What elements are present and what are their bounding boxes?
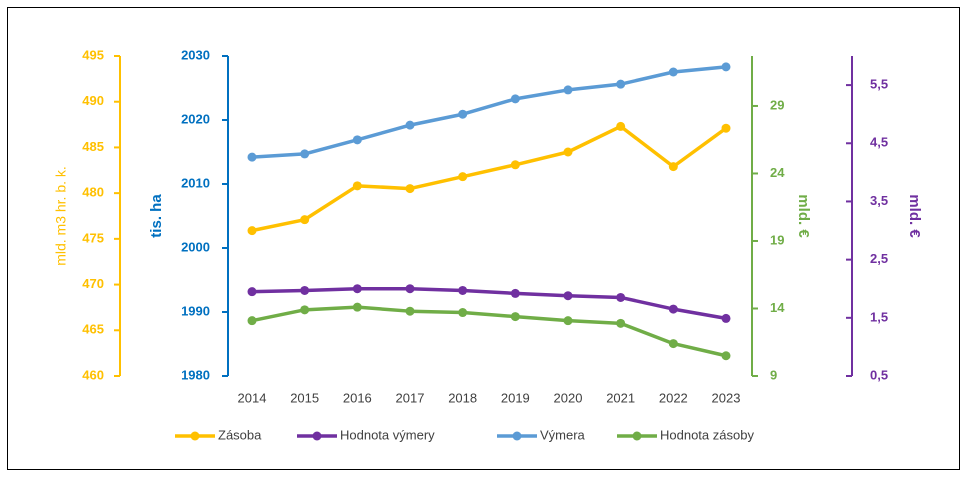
- data-point: [352, 302, 362, 312]
- y-tick-label: 495: [82, 47, 104, 62]
- y-tick-label: 1,5: [870, 309, 888, 324]
- data-point: [405, 306, 415, 316]
- data-point: [247, 226, 257, 236]
- x-tick-label: 2017: [396, 390, 425, 405]
- y-tick-label: 2000: [181, 239, 210, 254]
- data-point: [405, 184, 415, 194]
- y-tick-label: 3,5: [870, 193, 888, 208]
- y-tick-label: 460: [82, 367, 104, 382]
- y-tick-label: 470: [82, 276, 104, 291]
- x-tick-label: 2020: [554, 390, 583, 405]
- axis-title: mld. €: [795, 194, 812, 238]
- legend-marker: [632, 431, 642, 441]
- data-point: [458, 109, 468, 119]
- data-point: [510, 312, 520, 322]
- data-point: [300, 215, 310, 225]
- data-point: [668, 339, 678, 349]
- x-tick-label: 2018: [448, 390, 477, 405]
- data-point: [721, 62, 731, 72]
- legend-label: Hodnota výmery: [340, 427, 435, 442]
- data-point: [458, 172, 468, 182]
- chart-border: [7, 7, 960, 470]
- data-point: [510, 94, 520, 104]
- series-line: [251, 305, 727, 358]
- axis-title: mld. €: [906, 194, 923, 238]
- x-tick-label: 2022: [659, 390, 688, 405]
- legend-label: Výmera: [540, 427, 586, 442]
- data-point: [668, 67, 678, 77]
- data-point: [563, 316, 573, 326]
- data-point: [510, 288, 520, 298]
- data-point: [721, 313, 731, 323]
- data-point: [563, 291, 573, 301]
- x-tick-label: 2019: [501, 390, 530, 405]
- series-line: [251, 286, 727, 321]
- data-point: [405, 120, 415, 130]
- y-tick-label: 2020: [181, 111, 210, 126]
- y-tick-label: 0,5: [870, 367, 888, 382]
- y-tick-label: 24: [770, 165, 785, 180]
- data-point: [616, 292, 626, 302]
- data-point: [616, 79, 626, 89]
- y-tick-label: 485: [82, 139, 104, 154]
- data-point: [563, 85, 573, 95]
- y-tick-label: 1990: [181, 303, 210, 318]
- data-point: [352, 135, 362, 145]
- y-tick-label: 465: [82, 322, 104, 337]
- legend-marker: [312, 431, 322, 441]
- data-point: [247, 287, 257, 297]
- data-point: [510, 160, 520, 170]
- legend-label: Zásoba: [218, 427, 262, 442]
- data-point: [352, 181, 362, 191]
- y-tick-label: 2,5: [870, 251, 888, 266]
- series-line: [251, 65, 727, 159]
- x-tick-label: 2016: [343, 390, 372, 405]
- data-point: [668, 304, 678, 314]
- axis-title: tis. ha: [148, 194, 165, 238]
- y-tick-label: 490: [82, 93, 104, 108]
- y-tick-label: 29: [770, 97, 784, 112]
- x-tick-label: 2014: [238, 390, 267, 405]
- y-tick-label: 1980: [181, 367, 210, 382]
- legend-label: Hodnota zásoby: [660, 427, 754, 442]
- y-tick-label: 9: [770, 367, 777, 382]
- data-point: [352, 284, 362, 294]
- y-tick-label: 2010: [181, 175, 210, 190]
- y-tick-label: 14: [770, 300, 785, 315]
- data-point: [300, 149, 310, 159]
- axis-title: mld. m3 hr. b. k.: [53, 166, 69, 266]
- data-point: [616, 121, 626, 131]
- x-tick-label: 2021: [606, 390, 635, 405]
- x-tick-label: 2023: [712, 390, 741, 405]
- data-point: [458, 285, 468, 295]
- y-tick-label: 19: [770, 232, 784, 247]
- legend-marker: [190, 431, 200, 441]
- y-tick-label: 4,5: [870, 135, 888, 150]
- data-point: [721, 123, 731, 133]
- legend-marker: [512, 431, 522, 441]
- data-point: [458, 308, 468, 318]
- data-point: [405, 284, 415, 294]
- data-point: [300, 285, 310, 295]
- data-point: [668, 162, 678, 172]
- data-point: [721, 351, 731, 361]
- data-point: [247, 316, 257, 326]
- y-tick-label: 480: [82, 185, 104, 200]
- data-point: [247, 152, 257, 162]
- data-point: [563, 147, 573, 157]
- x-tick-label: 2015: [290, 390, 319, 405]
- data-point: [616, 318, 626, 328]
- data-point: [300, 305, 310, 315]
- y-tick-label: 2030: [181, 47, 210, 62]
- series-line: [251, 124, 728, 233]
- y-tick-label: 475: [82, 230, 104, 245]
- y-tick-label: 5,5: [870, 77, 888, 92]
